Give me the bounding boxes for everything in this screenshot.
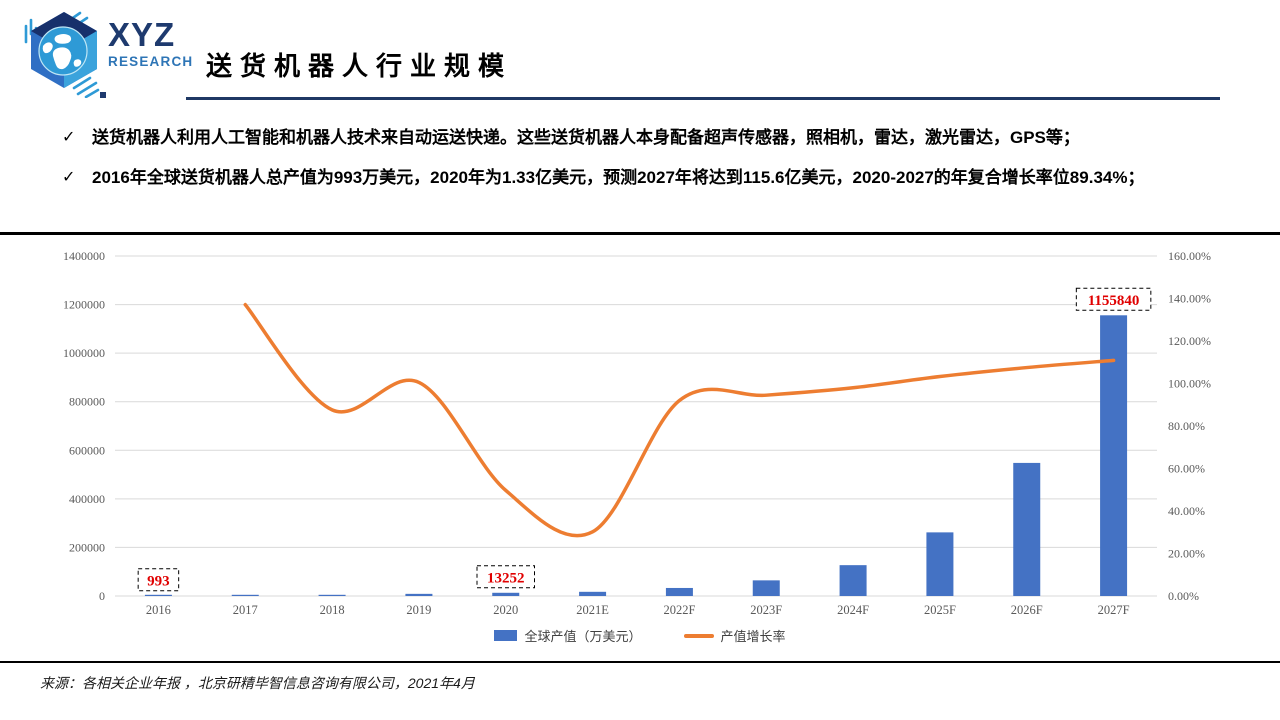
source-note: 来源：各相关企业年报 ，北京研精毕智信息咨询有限公司，2021年4月 [40, 675, 475, 691]
svg-text:600000: 600000 [69, 443, 105, 457]
chart-plot-area: 0 200000 400000 600000 800000 1000000 1200000 1… [63, 249, 1211, 617]
svg-text:200000: 200000 [69, 540, 105, 554]
svg-text:2026F: 2026F [1011, 603, 1043, 617]
checkmark-icon: ✓ [62, 129, 76, 146]
svg-text:993: 993 [147, 573, 170, 589]
bullet-item: ✓ 送货机器人利用人工智能和机器人技术来自动运送快递。这些送货机器人本身配备超声… [62, 121, 1217, 155]
svg-text:0: 0 [99, 589, 105, 603]
bullet-list: ✓ 送货机器人利用人工智能和机器人技术来自动运送快递。这些送货机器人本身配备超声… [62, 121, 1217, 201]
svg-text:2018: 2018 [320, 603, 345, 617]
bullet-item: ✓ 2016年全球送货机器人总产值为993万美元，2020年为1.33亿美元，预… [62, 161, 1217, 195]
svg-text:160.00%: 160.00% [1168, 249, 1211, 263]
svg-text:2021E: 2021E [576, 603, 609, 617]
line-series-swatch [683, 633, 714, 638]
bullet-text: 2016年全球送货机器人总产值为993万美元，2020年为1.33亿美元，预测2… [92, 168, 1145, 187]
svg-text:2027F: 2027F [1098, 603, 1130, 617]
svg-text:2025F: 2025F [924, 603, 956, 617]
svg-text:400000: 400000 [69, 492, 105, 506]
bullet-text: 送货机器人利用人工智能和机器人技术来自动运送快递。这些送货机器人本身配备超声传感… [92, 128, 1080, 147]
xyz-research-logo: XYZ RESEARCH [24, 11, 192, 98]
svg-text:0.00%: 0.00% [1168, 589, 1199, 603]
logo-brand-text: XYZ [108, 16, 175, 53]
svg-text:2022F: 2022F [663, 603, 695, 617]
page-title: 送货机器人行业规模 [206, 51, 513, 81]
svg-text:2023F: 2023F [750, 603, 782, 617]
svg-text:140.00%: 140.00% [1168, 292, 1211, 306]
chart-legend: 全球产值（万美元） 产值增长率 [0, 626, 1280, 645]
svg-text:1400000: 1400000 [63, 249, 105, 263]
legend-label: 全球产值（万美元） [524, 629, 642, 644]
legend-item-output-value: 全球产值（万美元） [494, 626, 642, 645]
bottom-divider [0, 661, 1280, 663]
svg-text:120.00%: 120.00% [1168, 334, 1211, 348]
svg-text:2016: 2016 [146, 603, 171, 617]
svg-text:2020: 2020 [493, 603, 518, 617]
svg-text:100.00%: 100.00% [1168, 377, 1211, 391]
svg-text:2019: 2019 [406, 603, 431, 617]
industry-scale-chart: 0 200000 400000 600000 800000 1000000 1200000 1… [0, 238, 1280, 658]
legend-label: 产值增长率 [720, 629, 786, 644]
svg-text:40.00%: 40.00% [1168, 504, 1205, 518]
checkmark-icon: ✓ [62, 169, 76, 186]
svg-text:1200000: 1200000 [63, 298, 105, 312]
bar-series-swatch [494, 630, 518, 641]
svg-text:80.00%: 80.00% [1168, 419, 1205, 433]
svg-text:60.00%: 60.00% [1168, 462, 1205, 476]
title-underline [186, 97, 1220, 100]
svg-text:2024F: 2024F [837, 603, 869, 617]
svg-text:1155840: 1155840 [1088, 293, 1140, 309]
logo-sub-text: RESEARCH [108, 54, 192, 69]
svg-text:1000000: 1000000 [63, 346, 105, 360]
legend-item-growth-rate: 产值增长率 [683, 626, 786, 645]
svg-text:20.00%: 20.00% [1168, 547, 1205, 561]
svg-text:800000: 800000 [69, 395, 105, 409]
top-divider [0, 232, 1280, 235]
svg-text:13252: 13252 [487, 570, 525, 586]
svg-text:2017: 2017 [233, 603, 258, 617]
logo-hexagon-icon [24, 11, 106, 98]
